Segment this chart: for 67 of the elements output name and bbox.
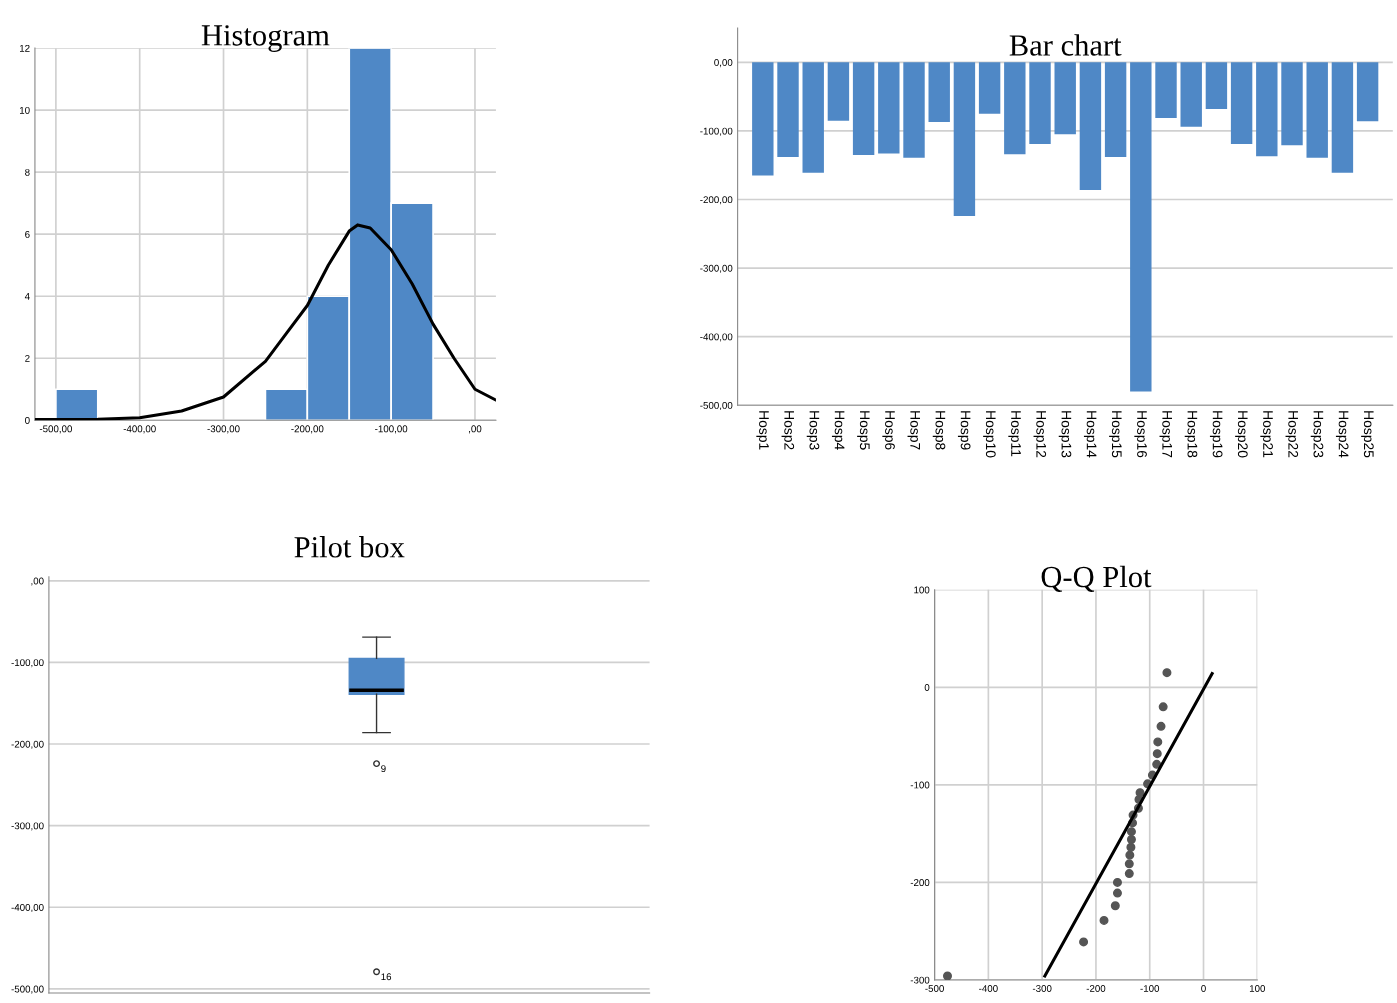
x-tick-label: Hosp12 <box>1033 411 1047 458</box>
x-tick-label: -400 <box>979 985 998 992</box>
y-tick-label: 100 <box>914 586 930 594</box>
y-tick-label: 2 <box>25 354 30 362</box>
x-tick-label: Hosp24 <box>1335 411 1349 458</box>
x-tick-label: Hosp11 <box>1008 411 1021 457</box>
y-tick-label: -500,00 <box>700 401 733 410</box>
x-tick-label: Hosp21 <box>1260 411 1273 458</box>
chart-title: Histogram <box>201 25 330 52</box>
x-tick-label: Hosp23 <box>1310 411 1324 458</box>
x-tick-label: -500,00 <box>39 425 72 434</box>
x-tick-label: -300,00 <box>207 425 240 434</box>
x-tick-label: Hosp25 <box>1361 411 1374 458</box>
annotation: 9 <box>381 765 386 773</box>
x-tick-label: Hosp3 <box>806 411 820 450</box>
x-tick-label: Hosp16 <box>1134 411 1147 458</box>
x-tick-label: Hosp22 <box>1285 411 1299 458</box>
y-tick-label: -400,00 <box>700 333 733 342</box>
y-tick-label: -400,00 <box>11 904 44 913</box>
y-tick-label: -300 <box>910 976 930 984</box>
x-tick-label: Hosp14 <box>1083 411 1097 458</box>
x-tick-label: Hosp8 <box>932 411 946 450</box>
x-tick-label: -100 <box>1140 985 1160 992</box>
y-tick-label: 12 <box>19 44 30 52</box>
x-tick-label: Hosp5 <box>857 411 870 450</box>
x-tick-label: -200,00 <box>291 425 324 434</box>
y-tick-label: 0 <box>924 684 930 691</box>
x-tick-label: Hosp9 <box>957 411 971 450</box>
x-tick-label: Hosp15 <box>1109 411 1122 458</box>
x-tick-label: Hosp13 <box>1058 411 1072 458</box>
y-tick-label: -100,00 <box>700 127 733 136</box>
y-tick-label: -100,00 <box>11 659 44 668</box>
y-tick-label: -300,00 <box>700 264 733 273</box>
x-tick-label: Hosp19 <box>1209 411 1223 458</box>
x-tick-label: -300 <box>1032 985 1052 992</box>
y-tick-label: 6 <box>25 230 30 238</box>
y-tick-label: 8 <box>25 168 30 176</box>
x-tick-label: 0 <box>1201 985 1206 992</box>
annotation: 16 <box>381 973 392 981</box>
y-tick-label: -200,00 <box>700 196 733 205</box>
x-tick-label: Hosp4 <box>831 411 845 450</box>
chart-title: Q-Q Plot <box>1041 565 1152 592</box>
y-tick-label: 0,00 <box>714 59 733 68</box>
x-tick-label: ,00 <box>469 425 482 434</box>
y-tick-label: -200 <box>910 879 930 887</box>
x-tick-label: -200 <box>1086 985 1106 992</box>
x-tick-label: 100 <box>1249 985 1266 992</box>
x-tick-label: Hosp1 <box>756 411 769 450</box>
y-tick-label: -300,00 <box>11 822 44 831</box>
x-tick-label: Hosp10 <box>983 411 996 458</box>
x-tick-label: Hosp17 <box>1159 411 1172 458</box>
x-tick-label: Hosp18 <box>1184 411 1198 458</box>
y-tick-label: 10 <box>19 106 30 114</box>
x-tick-label: Hosp6 <box>882 411 895 450</box>
chart-title: Pilot box <box>294 536 405 558</box>
y-tick-label: -200,00 <box>11 740 44 749</box>
chart-title: Bar chart <box>1009 34 1122 56</box>
x-tick-label: Hosp2 <box>781 411 795 450</box>
x-tick-label: -100,00 <box>375 425 408 434</box>
x-tick-label: Hosp7 <box>907 411 920 450</box>
x-tick-label: -400,00 <box>123 425 156 434</box>
y-tick-label: 4 <box>24 293 30 300</box>
y-tick-label: 0 <box>25 416 30 424</box>
x-tick-label: Hosp20 <box>1235 411 1248 458</box>
y-tick-label: ,00 <box>31 577 44 586</box>
x-tick-label: -500 <box>925 985 944 992</box>
y-tick-label: -100 <box>910 781 930 789</box>
